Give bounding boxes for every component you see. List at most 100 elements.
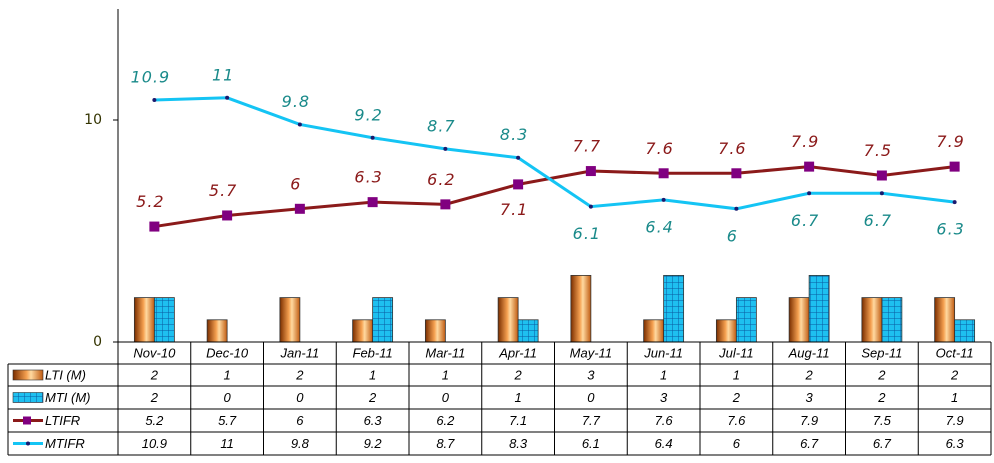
marker: [734, 206, 739, 211]
x-tick-label: Sep-11: [861, 345, 902, 360]
data-label: 6: [727, 226, 738, 245]
table-cell: 2: [877, 390, 886, 405]
marker: [152, 98, 157, 103]
marker: [370, 135, 375, 140]
table-cell: 3: [660, 390, 668, 405]
x-tick-label: Aug-11: [788, 345, 830, 360]
bar: [788, 297, 810, 343]
data-label: 8.7: [427, 116, 455, 135]
table-cell: 6.7: [800, 436, 819, 451]
marker: [658, 168, 669, 179]
table-cell: 2: [877, 367, 886, 382]
bar: [881, 297, 903, 343]
table-cell: 8.3: [509, 436, 528, 451]
bar: [279, 297, 301, 343]
data-label: 5.2: [136, 192, 164, 211]
marker: [804, 161, 815, 172]
bar: [372, 297, 394, 343]
legend-key: [26, 441, 30, 446]
marker: [225, 95, 230, 100]
legend-label: LTIFR: [45, 413, 80, 428]
bar: [153, 297, 175, 343]
legend-label: MTIFR: [45, 436, 85, 451]
table-cell: 2: [150, 367, 159, 382]
bar: [206, 319, 228, 343]
data-label: 8.3: [500, 125, 528, 144]
table-cell: 10.9: [142, 436, 167, 451]
table-cell: 0: [224, 390, 232, 405]
bar: [954, 319, 976, 343]
x-tick-label: Jan-11: [279, 345, 319, 360]
marker: [222, 210, 233, 221]
data-label: 6: [290, 174, 301, 193]
legend-key: [12, 369, 44, 381]
marker: [949, 161, 960, 172]
bar: [715, 319, 737, 343]
table-cell: 9.2: [364, 436, 383, 451]
marker: [516, 155, 521, 160]
table-cell: 6.7: [873, 436, 892, 451]
table-cell: 7.5: [873, 413, 892, 428]
bar: [663, 274, 685, 343]
table-cell: 0: [442, 390, 450, 405]
bar: [861, 297, 883, 343]
marker: [879, 191, 884, 196]
table-cell: 1: [442, 367, 449, 382]
data-label: 6.1: [573, 224, 601, 243]
table-cell: 2: [732, 390, 741, 405]
data-label: 9.2: [354, 105, 382, 124]
data-label: 6.3: [936, 220, 964, 239]
table-cell: 11: [220, 436, 234, 451]
table-cell: 7.6: [655, 413, 674, 428]
table-cell: 7.7: [582, 413, 601, 428]
data-label: 7.5: [864, 141, 892, 160]
bar: [570, 274, 592, 343]
bar: [497, 297, 519, 343]
table-cell: 1: [515, 390, 522, 405]
x-tick-label: Feb-11: [353, 345, 393, 360]
table-cell: 6: [296, 413, 304, 428]
table-cell: 2: [514, 367, 523, 382]
legend-label: LTI (M): [45, 367, 86, 382]
bar: [133, 297, 155, 343]
table-cell: 2: [368, 390, 377, 405]
y-tick-label: 0: [93, 334, 102, 350]
marker: [513, 179, 524, 190]
y-tick-label: 10: [84, 112, 102, 128]
table-cell: 2: [295, 367, 304, 382]
table-cell: 3: [806, 390, 814, 405]
marker: [149, 221, 160, 232]
line: [154, 165, 955, 229]
table-cell: 1: [660, 367, 667, 382]
table-cell: 7.9: [800, 413, 818, 428]
bar: [352, 319, 374, 343]
table-cell: 2: [150, 390, 159, 405]
data-label: 6.4: [645, 217, 673, 236]
table-cell: 2: [805, 367, 814, 382]
marker: [443, 146, 448, 151]
marker: [661, 197, 666, 202]
table-cell: 6.3: [946, 436, 965, 451]
x-tick-label: Apr-11: [498, 345, 537, 360]
table-cell: 6.4: [655, 436, 673, 451]
data-label: 7.1: [500, 200, 528, 219]
data-label: 7.9: [791, 132, 819, 151]
bar: [808, 274, 830, 343]
data-label: 7.7: [573, 137, 601, 156]
data-label: 7.6: [645, 139, 673, 158]
table-cell: 5.2: [145, 413, 164, 428]
marker: [585, 166, 596, 177]
data-label: 6.3: [354, 168, 382, 187]
bar: [517, 319, 539, 343]
x-tick-label: Nov-10: [133, 345, 176, 360]
bar: [934, 297, 956, 343]
table-cell: 7.6: [727, 413, 746, 428]
data-label: 9.8: [282, 92, 310, 111]
table-cell: 3: [587, 367, 595, 382]
table-cell: 6.1: [582, 436, 600, 451]
line: [154, 96, 955, 211]
table-cell: 8.7: [436, 436, 455, 451]
marker: [876, 170, 887, 181]
x-tick-label: Mar-11: [425, 345, 465, 360]
table-cell: 1: [224, 367, 231, 382]
